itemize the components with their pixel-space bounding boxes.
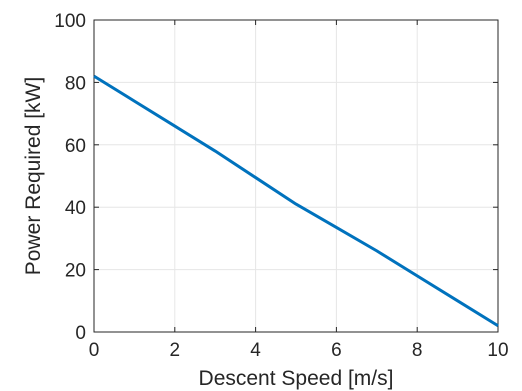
axis-ticks	[93, 19, 499, 333]
y-tick-label: 100	[54, 11, 86, 32]
series-line	[93, 74, 499, 328]
y-tick-label: 40	[65, 198, 86, 219]
grid-lines	[94, 20, 498, 332]
y-axis-tick-labels: 0 20 40 60 80 100	[54, 11, 86, 344]
y-tick-label: 60	[65, 136, 86, 157]
plot-area-frame	[93, 19, 499, 333]
x-tick-label: 0	[89, 340, 100, 361]
y-tick-label: 20	[65, 261, 86, 282]
x-tick-label: 4	[250, 340, 261, 361]
x-tick-label: 8	[412, 340, 423, 361]
x-tick-label: 10	[487, 340, 508, 361]
x-axis-title: Descent Speed [m/s]	[199, 367, 394, 390]
y-axis-title: Power Required [kW]	[22, 77, 45, 275]
y-tick-label: 80	[65, 73, 86, 94]
x-tick-label: 2	[170, 340, 181, 361]
series-layer	[93, 74, 499, 328]
x-tick-label: 6	[331, 340, 342, 361]
y-tick-label: 0	[75, 323, 86, 344]
x-axis-tick-labels: 0 2 4 6 8 10	[89, 340, 509, 361]
